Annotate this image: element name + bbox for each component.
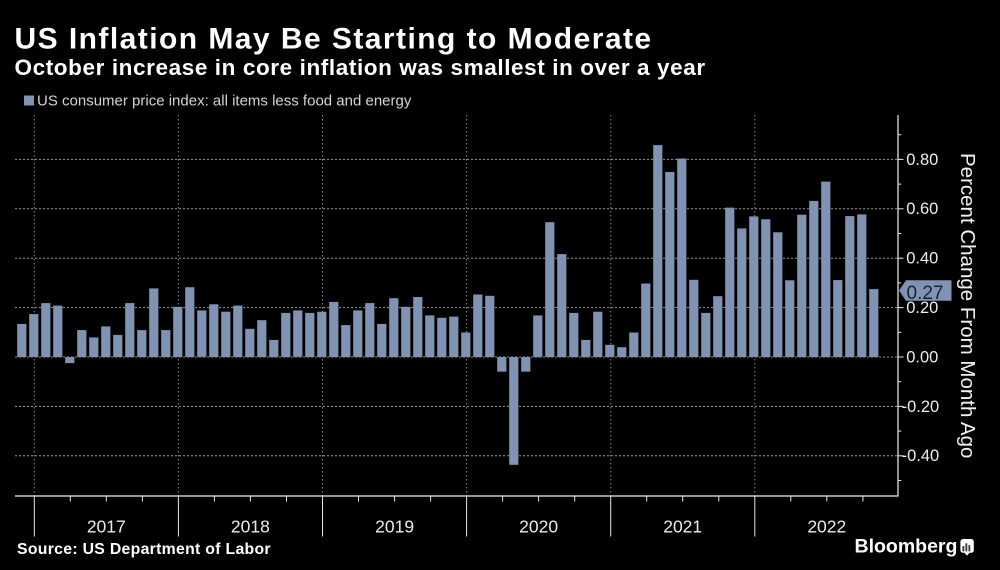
svg-text:0.20: 0.20 <box>906 299 938 317</box>
svg-text:US consumer price index: all i: US consumer price index: all items less … <box>37 93 412 110</box>
svg-text:US Inflation May Be Starting t: US Inflation May Be Starting to Moderate <box>15 23 653 56</box>
svg-text:Bloomberg: Bloomberg <box>855 536 958 558</box>
svg-text:0.27: 0.27 <box>907 283 944 304</box>
svg-text:2021: 2021 <box>663 517 702 537</box>
svg-text:-0.20: -0.20 <box>902 398 940 416</box>
svg-text:0.80: 0.80 <box>906 151 938 169</box>
svg-text:2020: 2020 <box>519 517 558 537</box>
svg-text:October increase in core infla: October increase in core inflation was s… <box>15 55 706 80</box>
svg-text:Percent Change From Month Ago: Percent Change From Month Ago <box>956 153 979 458</box>
svg-text:-0.40: -0.40 <box>902 447 940 465</box>
svg-text:0.60: 0.60 <box>906 200 938 218</box>
svg-text:2022: 2022 <box>807 517 846 537</box>
svg-text:0.40: 0.40 <box>906 250 938 268</box>
svg-text:2017: 2017 <box>87 517 126 537</box>
svg-text:2019: 2019 <box>375 517 414 537</box>
svg-text:2018: 2018 <box>231 517 270 537</box>
svg-text:0.00: 0.00 <box>906 348 938 366</box>
svg-text:Source: US Department of Labor: Source: US Department of Labor <box>17 541 271 558</box>
